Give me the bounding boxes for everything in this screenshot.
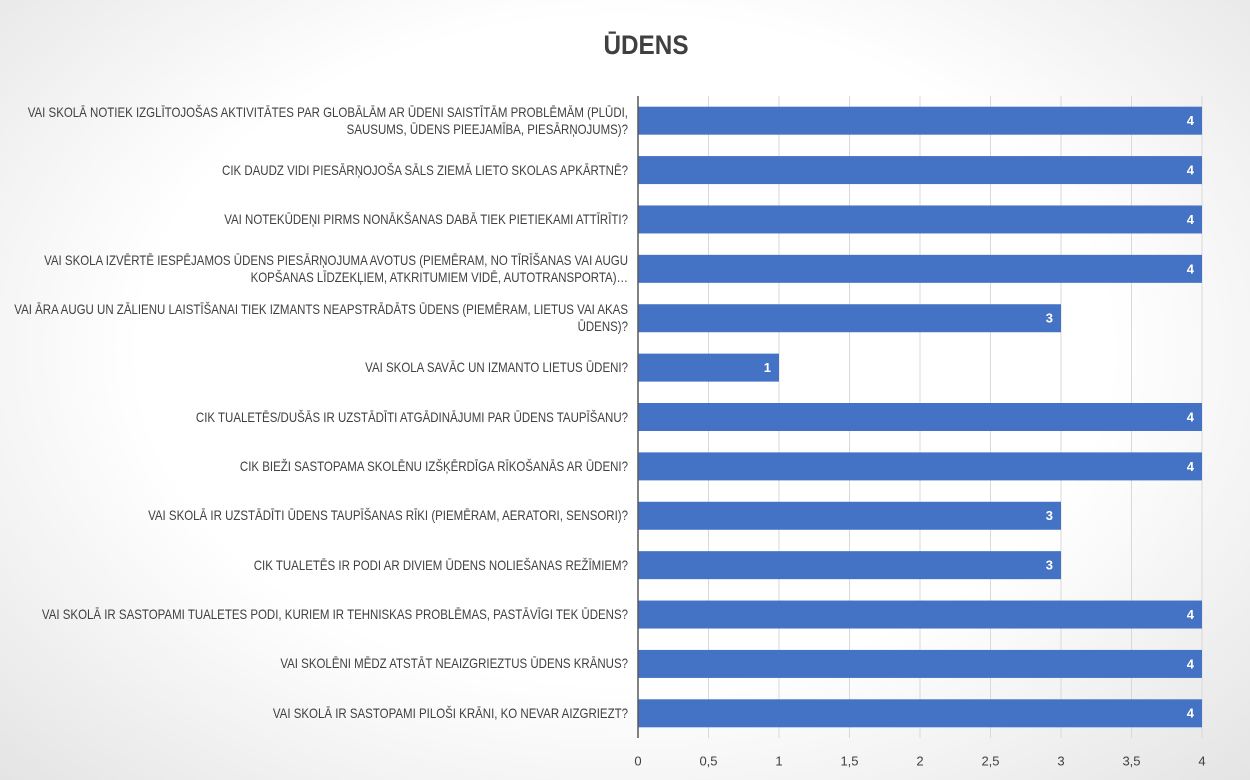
data-label: 4 [1187,409,1195,424]
bar [638,501,1061,530]
x-tick-label: 4 [1198,753,1205,768]
data-label: 4 [1187,113,1195,128]
bar [638,254,1202,283]
y-tick-label: CIK TUALETĒS IR PODI AR DIVIEM ŪDENS NOL… [253,556,628,573]
y-tick-label: VAI SKOLA IZVĒRTĒ IESPĒJAMOS ŪDENS PIESĀ… [44,251,628,285]
y-tick-label: VAI SKOLĀ NOTIEK IZGLĪTOJOŠAS AKTIVITĀTE… [27,103,628,137]
data-label: 4 [1187,261,1195,276]
x-tick-label: 2,5 [981,753,999,768]
y-tick-label: CIK DAUDZ VIDI PIESĀRŅOJOŠA SĀLS ZIEMĀ L… [222,161,628,178]
y-tick-label: VAI SKOLĀ IR UZSTĀDĪTI ŪDENS TAUPĪŠANAS … [148,507,629,524]
y-tick-label: CIK BIEŽI SASTOPAMA SKOLĒNU IZŠĶĒRDĪGA R… [239,457,628,474]
data-label: 4 [1187,163,1195,178]
data-label: 4 [1187,459,1195,474]
x-tick-label: 3 [1057,753,1064,768]
bar [638,304,1061,333]
y-tick-label: VAI SKOLĀ IR SASTOPAMI PILOŠI KRĀNI, KO … [272,704,628,721]
y-tick-label: CIK TUALETĒS/DUŠĀS IR UZSTĀDĪTI ATGĀDINĀ… [195,408,628,425]
chart-title: ŪDENS [603,30,689,60]
y-tick-label: VAI SKOLĒNI MĒDZ ATSTĀT NEAIZGRIEZTUS ŪD… [280,655,628,672]
data-label: 4 [1187,706,1195,721]
x-tick-label: 2 [916,753,923,768]
data-label: 3 [1046,311,1053,326]
bar [638,156,1202,185]
data-label: 4 [1187,212,1195,227]
data-label: 4 [1187,656,1195,671]
bar [638,106,1202,135]
x-tick-label: 1 [775,753,782,768]
data-label: 3 [1046,558,1053,573]
x-tick-label: 3,5 [1122,753,1140,768]
y-tick-label: VAI SKOLA SAVĀC UN IZMANTO LIETUS ŪDENI? [365,359,628,376]
x-tick-label: 1,5 [840,753,858,768]
y-tick-label: VAI NOTEKŪDEŅI PIRMS NONĀKŠANAS DABĀ TIE… [224,210,628,227]
data-label: 1 [764,360,771,375]
bar [638,551,1061,580]
data-label: 4 [1187,607,1195,622]
x-tick-label: 0,5 [699,753,717,768]
bar [638,600,1202,629]
x-tick-label: 0 [634,753,641,768]
bar [638,403,1202,431]
bar [638,452,1202,481]
bar [638,205,1202,234]
bar [638,699,1202,728]
y-tick-label: VAI ĀRA AUGU UN ZĀLIENU LAISTĪŠANAI TIEK… [14,301,628,335]
bar [638,353,779,382]
bar [638,649,1202,678]
data-label: 3 [1046,508,1053,523]
y-tick-label: VAI SKOLĀ IR SASTOPAMI TUALETES PODI, KU… [41,606,629,623]
